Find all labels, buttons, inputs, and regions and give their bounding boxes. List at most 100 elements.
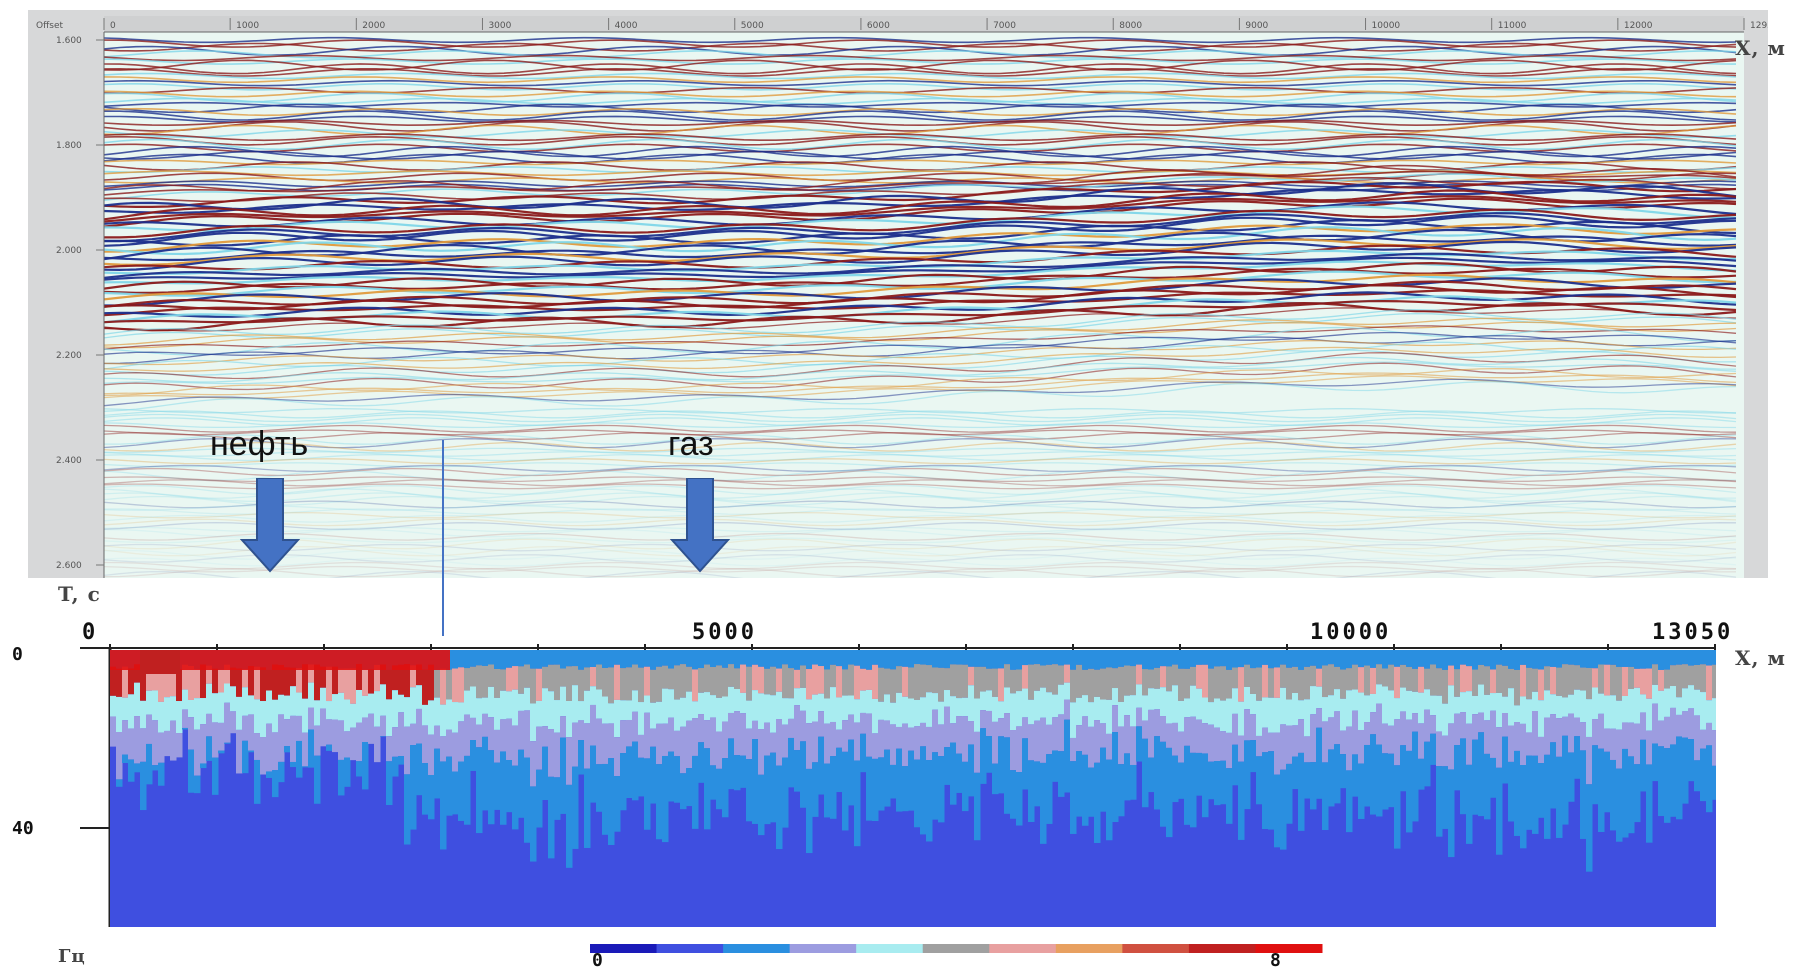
spectral-column-cell bbox=[1478, 664, 1485, 685]
spectral-column-cell bbox=[1334, 744, 1341, 804]
spectral-column-cell bbox=[308, 682, 315, 708]
spectral-column-cell bbox=[1310, 665, 1317, 687]
spectral-column-cell bbox=[770, 695, 777, 733]
spectral-column-cell bbox=[830, 650, 837, 665]
spectral-column-cell bbox=[644, 758, 651, 830]
spectral-column-cell bbox=[1022, 650, 1029, 666]
spectral-column-cell bbox=[1184, 650, 1191, 669]
spectral-x-axis-label: X, м bbox=[1735, 646, 1786, 670]
spectral-column-cell bbox=[536, 726, 543, 770]
spectral-column-cell bbox=[1010, 730, 1017, 771]
spectral-column-cell bbox=[1508, 650, 1515, 669]
spectral-column-cell bbox=[1448, 650, 1455, 666]
spectral-column-cell bbox=[1586, 650, 1593, 668]
seismic-reflector-line bbox=[104, 307, 1737, 332]
spectral-column-cell bbox=[1610, 664, 1617, 696]
spectral-column-cell bbox=[1688, 650, 1695, 666]
spectral-column-cell bbox=[1700, 664, 1707, 693]
spectral-y-tick-40: 40 bbox=[12, 818, 34, 839]
spectral-column-cell bbox=[1580, 667, 1587, 691]
spectral-column-cell bbox=[452, 732, 459, 772]
spectral-column-cell bbox=[1256, 700, 1263, 736]
spectral-column-cell bbox=[626, 700, 633, 720]
spectral-column-cell bbox=[266, 690, 273, 724]
spectral-column-cell bbox=[1352, 689, 1359, 711]
spectral-column-cell bbox=[458, 650, 465, 668]
spectral-column-cell bbox=[1520, 664, 1527, 697]
spectral-column-cell bbox=[1406, 719, 1413, 751]
spectral-column-cell bbox=[1058, 684, 1065, 715]
spectral-column-cell bbox=[1652, 664, 1659, 685]
spectral-column-cell bbox=[440, 704, 447, 737]
spectral-column-cell bbox=[890, 702, 897, 725]
spectral-column-cell bbox=[248, 714, 255, 751]
spectral-column-cell bbox=[806, 650, 813, 670]
spectral-column-cell bbox=[944, 690, 951, 707]
spectral-column-cell bbox=[272, 699, 279, 733]
spectral-column-cell bbox=[1148, 709, 1155, 758]
spectral-column-cell bbox=[1562, 664, 1569, 698]
spectral-column-cell bbox=[656, 650, 663, 667]
seismic-reflector-line bbox=[104, 76, 1737, 84]
spectral-column-cell bbox=[1502, 665, 1509, 697]
spectral-column-cell bbox=[728, 650, 735, 665]
spectral-column-cell bbox=[1244, 740, 1251, 810]
spectral-column-cell bbox=[890, 650, 897, 670]
spectral-column-cell bbox=[332, 694, 339, 720]
spectral-column-cell bbox=[584, 650, 591, 668]
spectral-column-cell bbox=[1544, 666, 1551, 691]
spectral-column-cell bbox=[758, 650, 765, 667]
spectral-column-cell bbox=[770, 732, 777, 753]
spectral-column-cell bbox=[1688, 685, 1695, 709]
spectral-column-cell bbox=[596, 664, 603, 690]
spectral-column-cell bbox=[1196, 752, 1203, 796]
seismic-reflector-line bbox=[104, 170, 1737, 196]
spectral-column-cell bbox=[1244, 686, 1251, 710]
spectral-column-cell bbox=[1340, 698, 1347, 731]
spectral-column-cell bbox=[1370, 693, 1377, 713]
spectral-column-cell bbox=[1328, 650, 1335, 665]
spectral-column-cell bbox=[560, 650, 567, 669]
seismic-reflector-line bbox=[104, 565, 1737, 573]
spectral-column-cell bbox=[1046, 724, 1053, 755]
spectral-column-cell bbox=[110, 666, 117, 696]
spectral-column-cell bbox=[890, 724, 897, 765]
spectral-column-cell bbox=[1616, 768, 1623, 842]
spectral-column-cell bbox=[1430, 715, 1437, 734]
spectral-column-cell bbox=[794, 688, 801, 706]
spectral-column-cell bbox=[716, 768, 723, 810]
seismic-reflector-line bbox=[104, 180, 1737, 188]
spectral-column-cell bbox=[1124, 650, 1131, 666]
spectral-column-cell bbox=[314, 755, 321, 804]
spectral-column-cell bbox=[1496, 650, 1503, 665]
spectral-column-cell bbox=[374, 691, 381, 727]
spectral-column-cell bbox=[1106, 699, 1113, 734]
seismic-reflector-line bbox=[104, 367, 1737, 397]
spectral-column-cell bbox=[530, 703, 537, 742]
spectral-column-cell bbox=[1676, 714, 1683, 737]
seismic-x-tick-label: 7000 bbox=[993, 21, 1016, 31]
spectral-column-cell bbox=[734, 668, 741, 690]
seismic-reflector-line bbox=[104, 90, 1737, 98]
spectral-column-cell bbox=[752, 650, 759, 665]
spectral-column-cell bbox=[1706, 700, 1713, 723]
spectral-column-cell bbox=[872, 733, 879, 759]
spectral-column-cell bbox=[1178, 668, 1185, 701]
spectral-column-cell bbox=[266, 669, 273, 691]
spectral-column-cell bbox=[944, 747, 951, 785]
spectral-column-cell bbox=[314, 700, 321, 726]
spectral-column-cell bbox=[380, 684, 387, 716]
oil-label: нефть bbox=[210, 425, 309, 463]
spectral-column-cell bbox=[1376, 664, 1383, 685]
spectral-column-cell bbox=[1598, 664, 1605, 694]
spectral-column-cell bbox=[914, 699, 921, 727]
spectral-column-cell bbox=[440, 668, 447, 705]
spectral-column-cell bbox=[1304, 650, 1311, 667]
spectral-column-cell bbox=[1418, 650, 1425, 667]
spectral-column-cell bbox=[1292, 756, 1299, 790]
spectral-column-cell bbox=[1064, 650, 1071, 665]
spectral-column-cell bbox=[584, 667, 591, 691]
spectral-column-cell bbox=[920, 664, 927, 698]
spectral-column-cell bbox=[956, 664, 963, 699]
spectral-column-cell bbox=[1532, 650, 1539, 669]
